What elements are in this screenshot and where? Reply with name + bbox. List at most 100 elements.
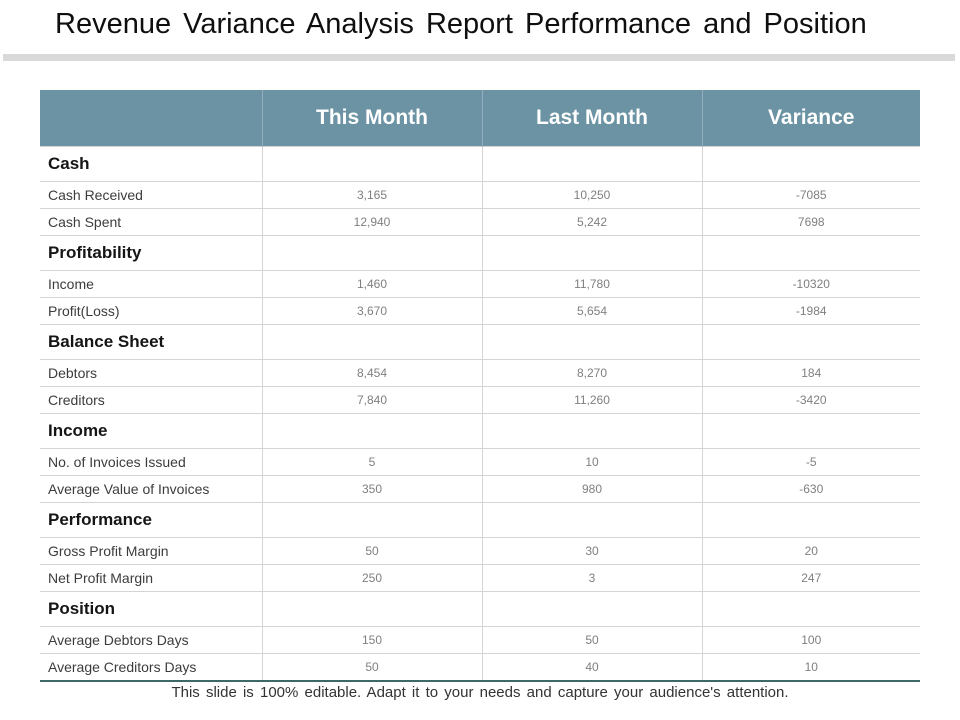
column-header-last-month: Last Month bbox=[481, 90, 702, 147]
empty-cell bbox=[481, 591, 702, 627]
variance-value: -3420 bbox=[701, 386, 920, 414]
section-row-cash: Cash bbox=[40, 146, 920, 182]
table-row: Cash Spent 12,940 5,242 7698 bbox=[40, 208, 920, 236]
row-label: Profit(Loss) bbox=[40, 297, 262, 325]
variance-value: -10320 bbox=[701, 270, 920, 298]
empty-cell bbox=[701, 413, 920, 449]
row-label: Average Debtors Days bbox=[40, 626, 262, 654]
table-row: Cash Received 3,165 10,250 -7085 bbox=[40, 181, 920, 209]
last-month-value: 10 bbox=[481, 448, 702, 476]
column-header-this-month: This Month bbox=[261, 90, 482, 147]
table-row: Creditors 7,840 11,260 -3420 bbox=[40, 386, 920, 414]
title-divider bbox=[3, 54, 955, 61]
variance-value: -630 bbox=[701, 475, 920, 503]
empty-cell bbox=[701, 502, 920, 538]
empty-header-cell bbox=[40, 90, 262, 147]
last-month-value: 10,250 bbox=[481, 181, 702, 209]
variance-value: -1984 bbox=[701, 297, 920, 325]
last-month-value: 11,780 bbox=[481, 270, 702, 298]
section-row-position: Position bbox=[40, 591, 920, 627]
table-row: Income 1,460 11,780 -10320 bbox=[40, 270, 920, 298]
this-month-value: 8,454 bbox=[261, 359, 482, 387]
row-label: Cash Received bbox=[40, 181, 262, 209]
this-month-value: 50 bbox=[261, 537, 482, 565]
column-header-variance: Variance bbox=[701, 90, 920, 147]
row-label: No. of Invoices Issued bbox=[40, 448, 262, 476]
table-row: Profit(Loss) 3,670 5,654 -1984 bbox=[40, 297, 920, 325]
variance-value: 10 bbox=[701, 653, 920, 681]
empty-cell bbox=[481, 413, 702, 449]
empty-cell bbox=[261, 235, 482, 271]
empty-cell bbox=[701, 591, 920, 627]
row-label: Cash Spent bbox=[40, 208, 262, 236]
empty-cell bbox=[481, 235, 702, 271]
empty-cell bbox=[481, 324, 702, 360]
section-label: Balance Sheet bbox=[40, 324, 262, 360]
last-month-value: 980 bbox=[481, 475, 702, 503]
section-label: Performance bbox=[40, 502, 262, 538]
empty-cell bbox=[261, 146, 482, 182]
empty-cell bbox=[261, 324, 482, 360]
row-label: Average Value of Invoices bbox=[40, 475, 262, 503]
last-month-value: 11,260 bbox=[481, 386, 702, 414]
row-label: Debtors bbox=[40, 359, 262, 387]
section-row-balance-sheet: Balance Sheet bbox=[40, 324, 920, 360]
section-label: Income bbox=[40, 413, 262, 449]
last-month-value: 3 bbox=[481, 564, 702, 592]
table-row: Average Creditors Days 50 40 10 bbox=[40, 653, 920, 681]
section-label: Cash bbox=[40, 146, 262, 182]
variance-value: 247 bbox=[701, 564, 920, 592]
last-month-value: 5,654 bbox=[481, 297, 702, 325]
variance-value: 184 bbox=[701, 359, 920, 387]
section-label: Profitability bbox=[40, 235, 262, 271]
empty-cell bbox=[701, 146, 920, 182]
this-month-value: 1,460 bbox=[261, 270, 482, 298]
section-row-profitability: Profitability bbox=[40, 235, 920, 271]
variance-table: This Month Last Month Variance Cash Cash… bbox=[40, 90, 920, 682]
this-month-value: 12,940 bbox=[261, 208, 482, 236]
row-label: Gross Profit Margin bbox=[40, 537, 262, 565]
table-row: Net Profit Margin 250 3 247 bbox=[40, 564, 920, 592]
row-label: Income bbox=[40, 270, 262, 298]
this-month-value: 150 bbox=[261, 626, 482, 654]
page-title: Revenue Variance Analysis Report Perform… bbox=[55, 8, 867, 40]
section-row-income: Income bbox=[40, 413, 920, 449]
table-row: Average Debtors Days 150 50 100 bbox=[40, 626, 920, 654]
empty-cell bbox=[261, 502, 482, 538]
variance-value: 100 bbox=[701, 626, 920, 654]
row-label: Average Creditors Days bbox=[40, 653, 262, 681]
table-row: No. of Invoices Issued 5 10 -5 bbox=[40, 448, 920, 476]
this-month-value: 3,670 bbox=[261, 297, 482, 325]
row-label: Creditors bbox=[40, 386, 262, 414]
footer-note: This slide is 100% editable. Adapt it to… bbox=[171, 684, 789, 701]
this-month-value: 7,840 bbox=[261, 386, 482, 414]
table-row: Average Value of Invoices 350 980 -630 bbox=[40, 475, 920, 503]
empty-cell bbox=[261, 591, 482, 627]
last-month-value: 5,242 bbox=[481, 208, 702, 236]
this-month-value: 5 bbox=[261, 448, 482, 476]
variance-value: 20 bbox=[701, 537, 920, 565]
section-label: Position bbox=[40, 591, 262, 627]
row-label: Net Profit Margin bbox=[40, 564, 262, 592]
empty-cell bbox=[481, 502, 702, 538]
empty-cell bbox=[481, 146, 702, 182]
this-month-value: 250 bbox=[261, 564, 482, 592]
variance-value: -7085 bbox=[701, 181, 920, 209]
last-month-value: 50 bbox=[481, 626, 702, 654]
last-month-value: 40 bbox=[481, 653, 702, 681]
variance-value: -5 bbox=[701, 448, 920, 476]
last-month-value: 30 bbox=[481, 537, 702, 565]
empty-cell bbox=[701, 235, 920, 271]
empty-cell bbox=[261, 413, 482, 449]
table-header-row: This Month Last Month Variance bbox=[40, 90, 920, 147]
section-row-performance: Performance bbox=[40, 502, 920, 538]
last-month-value: 8,270 bbox=[481, 359, 702, 387]
table-row: Debtors 8,454 8,270 184 bbox=[40, 359, 920, 387]
variance-value: 7698 bbox=[701, 208, 920, 236]
table-row: Gross Profit Margin 50 30 20 bbox=[40, 537, 920, 565]
this-month-value: 3,165 bbox=[261, 181, 482, 209]
empty-cell bbox=[701, 324, 920, 360]
this-month-value: 350 bbox=[261, 475, 482, 503]
this-month-value: 50 bbox=[261, 653, 482, 681]
